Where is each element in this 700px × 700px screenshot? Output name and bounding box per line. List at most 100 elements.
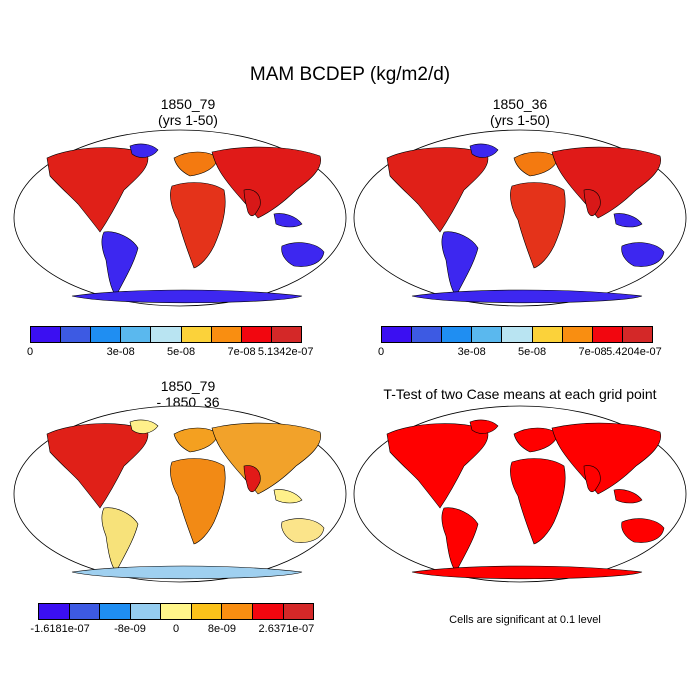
colorbar-top-left bbox=[30, 326, 302, 343]
panel-title-top-left: 1850_79 (yrs 1-50) bbox=[38, 96, 338, 128]
colorbar-swatch bbox=[472, 327, 503, 342]
colorbar-swatch bbox=[121, 327, 152, 342]
colorbar-swatch bbox=[532, 327, 563, 342]
colorbar-swatch bbox=[130, 604, 162, 619]
panel-title-line1: 1850_79 bbox=[160, 96, 216, 112]
colorbar-tick-label: 0 bbox=[172, 623, 180, 635]
india-landmass bbox=[243, 465, 261, 493]
colorbar-swatch bbox=[562, 327, 593, 342]
colorbar-swatch bbox=[222, 604, 253, 619]
panel-title-line2: (yrs 1-50) bbox=[490, 112, 550, 128]
africa-landmass bbox=[510, 182, 566, 269]
colorbar-tick-label: 3e-08 bbox=[106, 346, 135, 358]
europe-landmass bbox=[173, 427, 219, 453]
colorbar-swatch bbox=[39, 604, 70, 619]
australia-landmass bbox=[621, 518, 665, 543]
africa-landmass bbox=[510, 458, 566, 545]
india-landmass bbox=[583, 189, 601, 217]
colorbar-swatch bbox=[592, 327, 623, 342]
greenland-landmass bbox=[129, 419, 159, 434]
colorbar-swatch bbox=[442, 327, 473, 342]
africa-landmass bbox=[170, 458, 226, 545]
colorbar-swatch bbox=[191, 604, 223, 619]
colorbar-tick-label: 5e-08 bbox=[167, 346, 196, 358]
panel-title-line1: 1850_36 bbox=[492, 96, 548, 112]
europe-landmass bbox=[513, 427, 559, 453]
map-panel-bottom-left bbox=[13, 405, 347, 583]
asia-landmass bbox=[211, 422, 321, 495]
india-landmass bbox=[583, 465, 601, 493]
panel-title-bottom-right: T-Test of two Case means at each grid po… bbox=[350, 386, 690, 402]
colorbar-tick-label: 8e-09 bbox=[207, 623, 237, 635]
map-panel-bottom-right bbox=[353, 405, 687, 583]
antarctica-landmass bbox=[71, 289, 303, 304]
north-america-landmass bbox=[46, 423, 149, 509]
panel-title-bottom-left: 1850_79 - 1850_36 bbox=[38, 378, 338, 410]
colorbar-swatch bbox=[382, 327, 413, 342]
colorbar-labels-top-right: 0 3e-08 5e-08 7e-08 5.4204e-07 bbox=[377, 346, 662, 360]
colorbar-tick-label: 0 bbox=[377, 346, 385, 358]
colorbar-swatch bbox=[502, 327, 533, 342]
colorbar-tick-label: 3e-08 bbox=[457, 346, 486, 358]
antarctica-landmass bbox=[71, 565, 303, 580]
southeast-asia-landmass bbox=[613, 489, 643, 504]
colorbar-swatch bbox=[91, 327, 122, 342]
africa-landmass bbox=[170, 182, 226, 269]
significance-note: Cells are significant at 0.1 level bbox=[449, 614, 601, 626]
southeast-asia-landmass bbox=[273, 213, 303, 228]
panel-title-line1: 1850_79 bbox=[160, 378, 216, 394]
colorbar-swatch bbox=[412, 327, 443, 342]
colorbar-swatch bbox=[161, 604, 192, 619]
colorbar-tick-label: 7e-08 bbox=[578, 346, 607, 358]
asia-landmass bbox=[551, 422, 661, 495]
colorbar-tick-label: -8e-09 bbox=[114, 623, 146, 635]
colorbar-swatch bbox=[271, 327, 301, 342]
colorbar-tick-label: 2.6371e-07 bbox=[258, 623, 315, 635]
greenland-landmass bbox=[469, 419, 499, 434]
colorbar-swatch bbox=[181, 327, 212, 342]
greenland-landmass bbox=[129, 143, 159, 158]
figure-title: MAM BCDEP (kg/m2/d) bbox=[249, 64, 451, 85]
colorbar-swatch bbox=[283, 604, 314, 619]
asia-landmass bbox=[211, 146, 321, 219]
antarctica-landmass bbox=[411, 289, 643, 304]
australia-landmass bbox=[281, 518, 325, 543]
colorbar-tick-label: -1.6181e-07 bbox=[30, 623, 90, 635]
colorbar-swatch bbox=[151, 327, 182, 342]
australia-landmass bbox=[281, 242, 325, 267]
colorbar-tick-label: 7e-08 bbox=[227, 346, 256, 358]
colorbar-tick-label: 5.4204e-07 bbox=[606, 346, 662, 358]
panel-title-top-right: 1850_36 (yrs 1-50) bbox=[370, 96, 670, 128]
colorbar-swatch bbox=[100, 604, 131, 619]
antarctica-landmass bbox=[411, 565, 643, 580]
panel-title-line2: (yrs 1-50) bbox=[158, 112, 218, 128]
colorbar-swatch bbox=[61, 327, 92, 342]
colorbar-swatch bbox=[31, 327, 62, 342]
colorbar-tick-label: 0 bbox=[26, 346, 34, 358]
colorbar-bottom-left bbox=[38, 603, 314, 620]
colorbar-swatch bbox=[69, 604, 101, 619]
greenland-landmass bbox=[469, 143, 499, 158]
colorbar-swatch bbox=[211, 327, 242, 342]
asia-landmass bbox=[551, 146, 661, 219]
australia-landmass bbox=[621, 242, 665, 267]
colorbar-top-right bbox=[381, 326, 653, 343]
map-panel-top-right bbox=[353, 129, 687, 307]
colorbar-swatch bbox=[622, 327, 652, 342]
colorbar-swatch bbox=[252, 604, 284, 619]
colorbar-labels-bottom-left: -1.6181e-07 -8e-09 0 8e-09 2.6371e-07 bbox=[30, 623, 315, 637]
map-panel-top-left bbox=[13, 129, 347, 307]
north-america-landmass bbox=[386, 147, 489, 233]
colorbar-swatch bbox=[241, 327, 272, 342]
europe-landmass bbox=[513, 151, 559, 177]
southeast-asia-landmass bbox=[613, 213, 643, 228]
north-america-landmass bbox=[46, 147, 149, 233]
colorbar-labels-top-left: 0 3e-08 5e-08 7e-08 5.1342e-07 bbox=[26, 346, 314, 360]
india-landmass bbox=[243, 189, 261, 217]
panel-title-line1: T-Test of two Case means at each grid po… bbox=[383, 386, 657, 402]
colorbar-tick-label: 5.1342e-07 bbox=[257, 346, 314, 358]
europe-landmass bbox=[173, 151, 219, 177]
southeast-asia-landmass bbox=[273, 489, 303, 504]
colorbar-tick-label: 5e-08 bbox=[518, 346, 547, 358]
north-america-landmass bbox=[386, 423, 489, 509]
